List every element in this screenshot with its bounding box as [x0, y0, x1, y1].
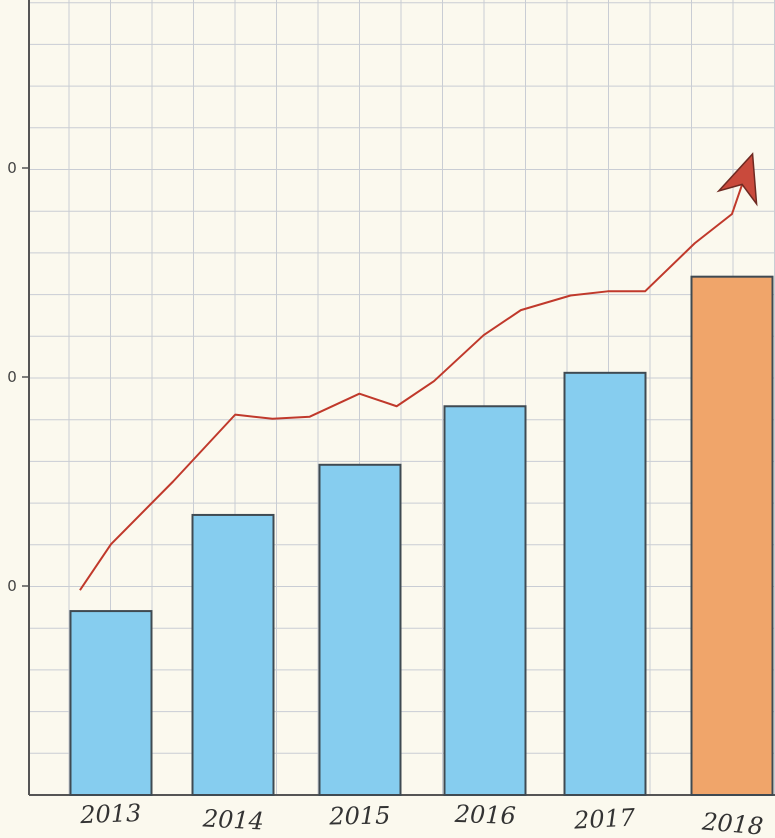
y-tick-label: 0 [7, 159, 17, 177]
bars [69, 275, 774, 797]
y-tick-label: 0 [7, 577, 17, 595]
y-tick-labels: 0 0 0 [7, 159, 29, 595]
trend-line-group [79, 152, 758, 591]
trend-line [79, 159, 752, 591]
x-tick-label: 2017 [572, 803, 636, 834]
x-tick-label: 2018 [700, 807, 764, 838]
bar [563, 371, 647, 796]
trend-arrow-head [716, 152, 758, 207]
bar [443, 405, 527, 796]
x-tick-labels: 2013 2014 2015 2016 2017 2018 [79, 799, 765, 838]
bar [318, 463, 402, 796]
bar [191, 513, 275, 796]
x-tick-label: 2013 [79, 799, 142, 829]
bar-highlight [690, 275, 774, 796]
x-tick-label: 2016 [453, 800, 516, 830]
x-tick-label: 2015 [328, 801, 391, 830]
axes [28, 0, 775, 796]
y-tick-label: 0 [7, 368, 17, 386]
x-tick-label: 2014 [201, 804, 264, 835]
bar [69, 610, 153, 797]
